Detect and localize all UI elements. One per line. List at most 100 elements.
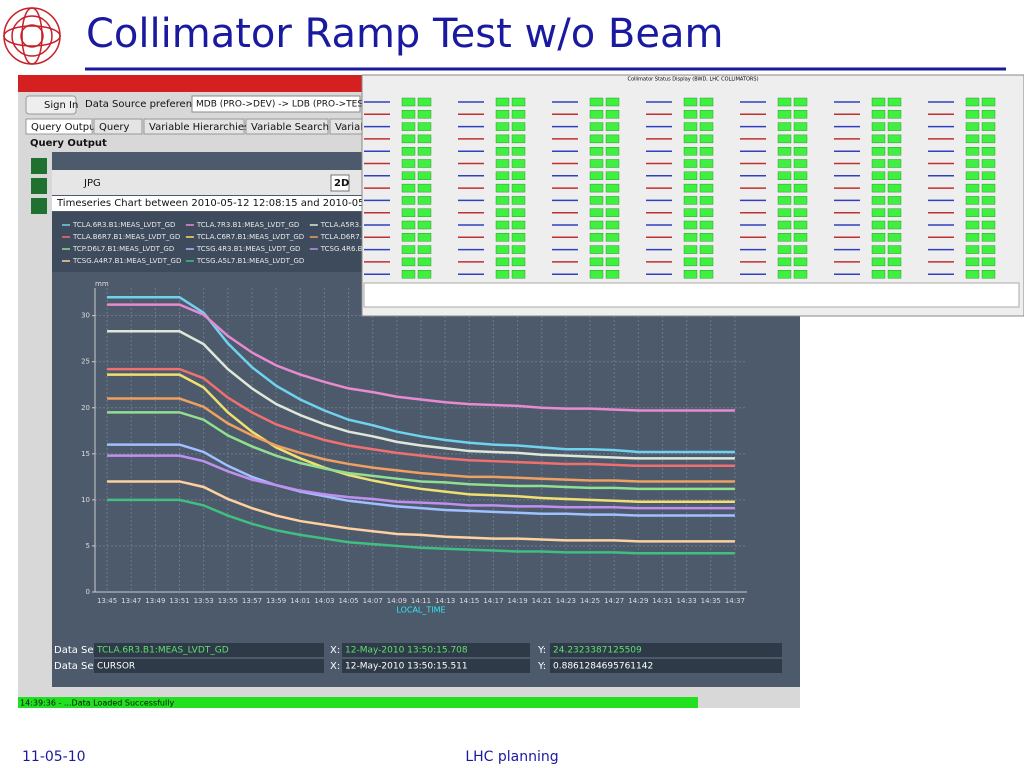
tab[interactable]	[25, 118, 93, 135]
tab-label[interactable]: Variable Search	[251, 122, 329, 133]
series-line	[107, 397, 735, 483]
legend-label: TCP.D6L7.B1:MEAS_LVDT_GD	[72, 245, 174, 253]
cell-state	[605, 220, 620, 230]
cell-state	[793, 220, 808, 230]
cell-state	[683, 220, 698, 230]
readout-x: 12-May-2010 13:50:15.511	[345, 662, 468, 672]
cell-state	[683, 159, 698, 168]
series-line	[107, 411, 735, 491]
x-tick-label: 14:33	[677, 597, 697, 605]
cell-state	[699, 110, 714, 119]
tab-label[interactable]: Query Output	[31, 122, 99, 133]
cell-state	[589, 97, 604, 107]
cell-state	[683, 257, 698, 267]
cell-state	[699, 257, 714, 267]
series-line	[107, 367, 735, 468]
tab-label[interactable]: Query	[99, 122, 129, 133]
cell-state	[777, 146, 792, 156]
cell-state	[871, 233, 886, 242]
cell-state	[887, 97, 902, 107]
tab[interactable]	[143, 118, 245, 135]
side-icon[interactable]	[31, 158, 47, 174]
cell-state	[871, 257, 886, 267]
cell-state	[683, 245, 698, 254]
cell-state	[589, 196, 604, 205]
cell-state	[511, 110, 526, 119]
cell-state	[401, 220, 416, 230]
legend-label: TCLA.B6R7.B1:MEAS_LVDT_GD	[72, 233, 180, 241]
x-tick-label: 14:13	[435, 597, 455, 605]
x-tick-label: 14:19	[507, 597, 527, 605]
cell-state	[605, 208, 620, 217]
readout-dataset: TCLA.6R3.B1:MEAS_LVDT_GD	[96, 646, 229, 656]
tab-label[interactable]: Variable Hierarchies	[149, 122, 249, 133]
cell-state	[699, 208, 714, 217]
cell-state	[965, 146, 980, 156]
toolbar-button[interactable]: JPG	[83, 178, 101, 189]
legend-label: TCSG.4R6.B1:ME	[320, 245, 380, 253]
cell-state	[511, 220, 526, 230]
cell-state	[965, 196, 980, 205]
cell-state	[981, 257, 996, 267]
cell-state	[401, 159, 416, 168]
y-tick-label: 0	[86, 588, 90, 596]
sign-in-label[interactable]: Sign In	[44, 100, 78, 111]
y-tick-label: 25	[81, 358, 90, 366]
x-tick-label: 14:27	[604, 597, 624, 605]
tab[interactable]	[93, 118, 143, 135]
cell-state	[683, 110, 698, 119]
source-value[interactable]: MDB (PRO->DEV) -> LDB (PRO->TEST)	[196, 100, 372, 110]
cell-state	[495, 97, 510, 107]
cell-state	[871, 196, 886, 205]
cell-state	[699, 97, 714, 107]
cell-state	[401, 233, 416, 242]
y-tick-label: 15	[81, 450, 90, 458]
cell-state	[981, 97, 996, 107]
status-text: 14:39:36 - ...Data Loaded Successfully	[20, 699, 174, 708]
tab[interactable]	[245, 118, 329, 135]
cell-state	[793, 196, 808, 205]
x-tick-label: 14:07	[363, 597, 383, 605]
cell-state	[981, 270, 996, 279]
source-select[interactable]	[191, 95, 361, 113]
toolbar-button-box[interactable]	[330, 174, 350, 192]
tab-label[interactable]: Variabl	[335, 122, 369, 133]
cell-state	[981, 122, 996, 131]
readout-field	[94, 643, 324, 657]
cell-state	[417, 97, 432, 107]
cell-state	[401, 270, 416, 279]
cell-state	[699, 220, 714, 230]
readout-field	[550, 659, 782, 673]
cell-state	[589, 122, 604, 131]
cell-state	[605, 110, 620, 119]
cell-state	[417, 171, 432, 181]
x-tick-label: 14:35	[701, 597, 721, 605]
cell-state	[887, 220, 902, 230]
cell-state	[699, 245, 714, 254]
readout-x-label: X:	[330, 645, 340, 656]
cell-state	[887, 134, 902, 144]
cell-state	[589, 159, 604, 168]
series-line	[107, 454, 735, 510]
cell-state	[605, 257, 620, 267]
cell-state	[777, 97, 792, 107]
side-icon[interactable]	[31, 178, 47, 194]
readout-y: 24.2323387125509	[553, 646, 642, 656]
toolbar-button[interactable]: 2D	[334, 178, 349, 189]
cell-state	[981, 183, 996, 193]
x-tick-label: 13:55	[218, 597, 238, 605]
cell-state	[965, 110, 980, 119]
cell-state	[965, 270, 980, 279]
cell-state	[495, 220, 510, 230]
side-icon[interactable]	[31, 198, 47, 214]
cell-state	[495, 208, 510, 217]
cell-state	[683, 270, 698, 279]
cell-state	[417, 110, 432, 119]
cell-state	[511, 257, 526, 267]
cell-state	[401, 110, 416, 119]
cell-state	[965, 97, 980, 107]
cell-state	[793, 270, 808, 279]
sign-in-button[interactable]	[25, 95, 77, 115]
chart-title: Timeseries Chart between 2010-05-12 12:0…	[56, 198, 406, 209]
cell-state	[401, 257, 416, 267]
